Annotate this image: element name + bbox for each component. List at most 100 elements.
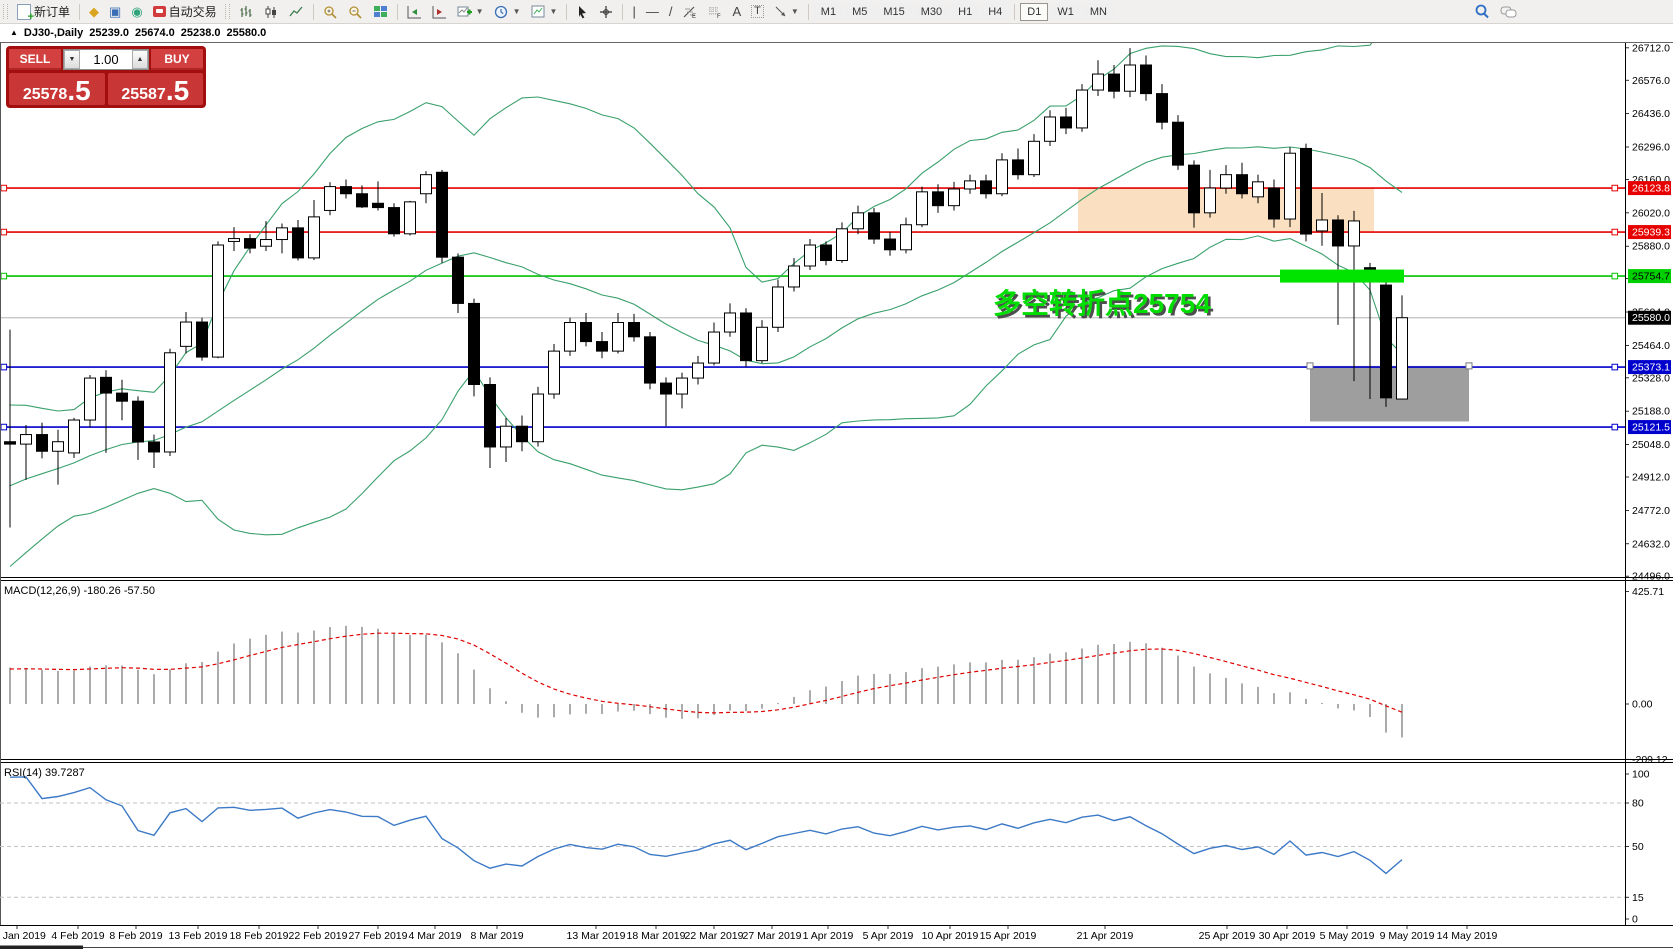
sell-price: 25578 [22, 86, 68, 103]
line-handle[interactable] [0, 423, 8, 431]
crosshair-tool-button[interactable] [594, 2, 618, 22]
price-tick-label: 24496.0 [1632, 571, 1670, 583]
macd-tick-label: 0.00 [1632, 699, 1653, 711]
rsi-tick-label: 0 [1632, 914, 1638, 926]
price-tick-label: 26576.0 [1632, 75, 1670, 87]
candle-body [820, 244, 832, 262]
date-axis[interactable]: 30 Jan 2019 4 Feb 2019 8 Feb 2019 13 Feb 20… [0, 925, 1498, 942]
candle-body [1140, 64, 1152, 95]
bar-chart-icon [240, 5, 252, 17]
timeframe-button-m5[interactable]: M5 [845, 2, 875, 21]
price-tick-label: 26296.0 [1632, 142, 1670, 154]
line-handle[interactable] [0, 363, 8, 371]
bar-chart-mode-button[interactable] [234, 2, 259, 22]
arrows-tool-button[interactable]: ▼ [769, 2, 804, 22]
auto-scroll-button[interactable] [402, 2, 427, 22]
periods-button[interactable]: ▼ [489, 2, 526, 22]
date-label: 30 Apr 2019 [1259, 930, 1316, 942]
candle-body [1380, 284, 1392, 399]
line-handle[interactable] [0, 272, 8, 280]
candle-body [1060, 116, 1072, 129]
line-handle[interactable] [1611, 272, 1619, 280]
rsi-pane: RSI(14) 39.7287 [0, 767, 1625, 898]
candle-body [1076, 89, 1088, 129]
buy-button[interactable]: BUY [151, 49, 203, 70]
line-handle[interactable] [1611, 363, 1619, 371]
buy-price-box[interactable]: 25587 .5 [107, 73, 203, 105]
search-button[interactable] [1469, 2, 1495, 22]
toolbar-separator [807, 3, 809, 20]
sell-price-box[interactable]: 25578 .5 [9, 73, 105, 105]
zoom-in-button[interactable] [318, 2, 343, 22]
shape-handle[interactable] [1465, 362, 1473, 370]
line-chart-icon [289, 6, 303, 16]
text-tool-button[interactable]: A [727, 2, 746, 22]
shape-handle[interactable] [1306, 362, 1314, 370]
candle-body [452, 256, 464, 304]
trendline-tool-button[interactable]: / [664, 2, 678, 22]
horizontal-scrollbar-thumb[interactable] [0, 945, 83, 950]
candle-body [804, 244, 816, 267]
timeframe-button-m15[interactable]: M15 [876, 2, 912, 21]
date-label: 9 May 2019 [1380, 930, 1435, 942]
chart-shift-button[interactable] [427, 2, 452, 22]
date-label: 14 May 2019 [1437, 930, 1498, 942]
bollinger-upper-band [9, 43, 1373, 412]
timeframe-button-w1[interactable]: W1 [1050, 2, 1081, 21]
horizontal-line-tool-button[interactable]: — [641, 2, 664, 22]
community-chat-button[interactable] [1495, 2, 1523, 22]
annotation-text[interactable]: 多空转折点25754 [993, 287, 1211, 319]
label-tool-button[interactable]: T [746, 2, 769, 22]
collapse-icon[interactable]: ▲ [10, 28, 18, 37]
timeframe-button-h1[interactable]: H1 [951, 2, 980, 21]
line-handle[interactable] [1611, 184, 1619, 192]
bollinger-middle-band [9, 146, 1403, 487]
volume-increase-button[interactable]: ▲ [132, 50, 148, 69]
toolbar: + 新订单 ◆ ▣ ◉ 自动交易 [0, 0, 1673, 24]
toolbar-grip [224, 4, 230, 19]
pivot-highlight-bar-green[interactable] [1280, 269, 1404, 283]
zoom-out-button[interactable] [343, 2, 368, 22]
vertical-line-tool-button[interactable]: | [627, 2, 640, 22]
line-handle[interactable] [0, 228, 8, 236]
templates-button[interactable]: ▼ [526, 2, 563, 22]
signals-button[interactable]: ◉ [126, 2, 147, 22]
auto-scroll-icon [407, 5, 421, 18]
history-center-button[interactable]: ◆ [84, 2, 104, 22]
highlight-rectangle-orange[interactable] [1078, 188, 1374, 233]
zoom-out-icon [349, 5, 362, 19]
symbol-period-label: DJ30-,Daily [23, 26, 84, 39]
fibonacci-tool-button[interactable]: E [677, 2, 702, 22]
line-handle[interactable] [0, 184, 8, 192]
new-order-button[interactable]: + 新订单 [12, 2, 75, 22]
indicators-button[interactable]: ▼ [452, 2, 489, 22]
volume-value[interactable]: 1.00 [93, 52, 119, 67]
timeframe-group: M1 M5 M15 M30 H1 H4 D1 W1 MN [813, 2, 1115, 21]
line-chart-mode-button[interactable] [284, 2, 309, 22]
candle-body [180, 321, 192, 347]
grid-tool-button[interactable]: F [702, 2, 727, 22]
line-handle[interactable] [1611, 423, 1619, 431]
candle-body [1012, 159, 1024, 176]
candlestick-mode-button[interactable] [259, 2, 284, 22]
timeframe-button-h4[interactable]: H4 [981, 2, 1010, 21]
candle-body [1204, 187, 1216, 214]
timeframe-button-d1[interactable]: D1 [1020, 2, 1049, 21]
candle-body [468, 302, 480, 385]
candlestick-icon [265, 5, 276, 18]
sell-button[interactable]: SELL [9, 49, 61, 70]
timeframe-button-m30[interactable]: M30 [913, 2, 950, 21]
auto-trading-button[interactable]: 自动交易 [148, 2, 222, 22]
date-label: 10 Apr 2019 [922, 930, 979, 942]
cursor-tool-button[interactable] [571, 2, 594, 22]
timeframe-button-mn[interactable]: MN [1082, 2, 1114, 21]
volume-decrease-button[interactable]: ▼ [64, 50, 80, 69]
candle-body [324, 186, 336, 211]
search-icon [1475, 4, 1489, 19]
arrows-tool-icon [775, 6, 786, 17]
timeframe-button-m1[interactable]: M1 [813, 2, 844, 21]
line-handle[interactable] [1611, 228, 1619, 236]
tile-windows-button[interactable] [368, 2, 393, 22]
terminal-button[interactable]: ▣ [104, 2, 126, 22]
